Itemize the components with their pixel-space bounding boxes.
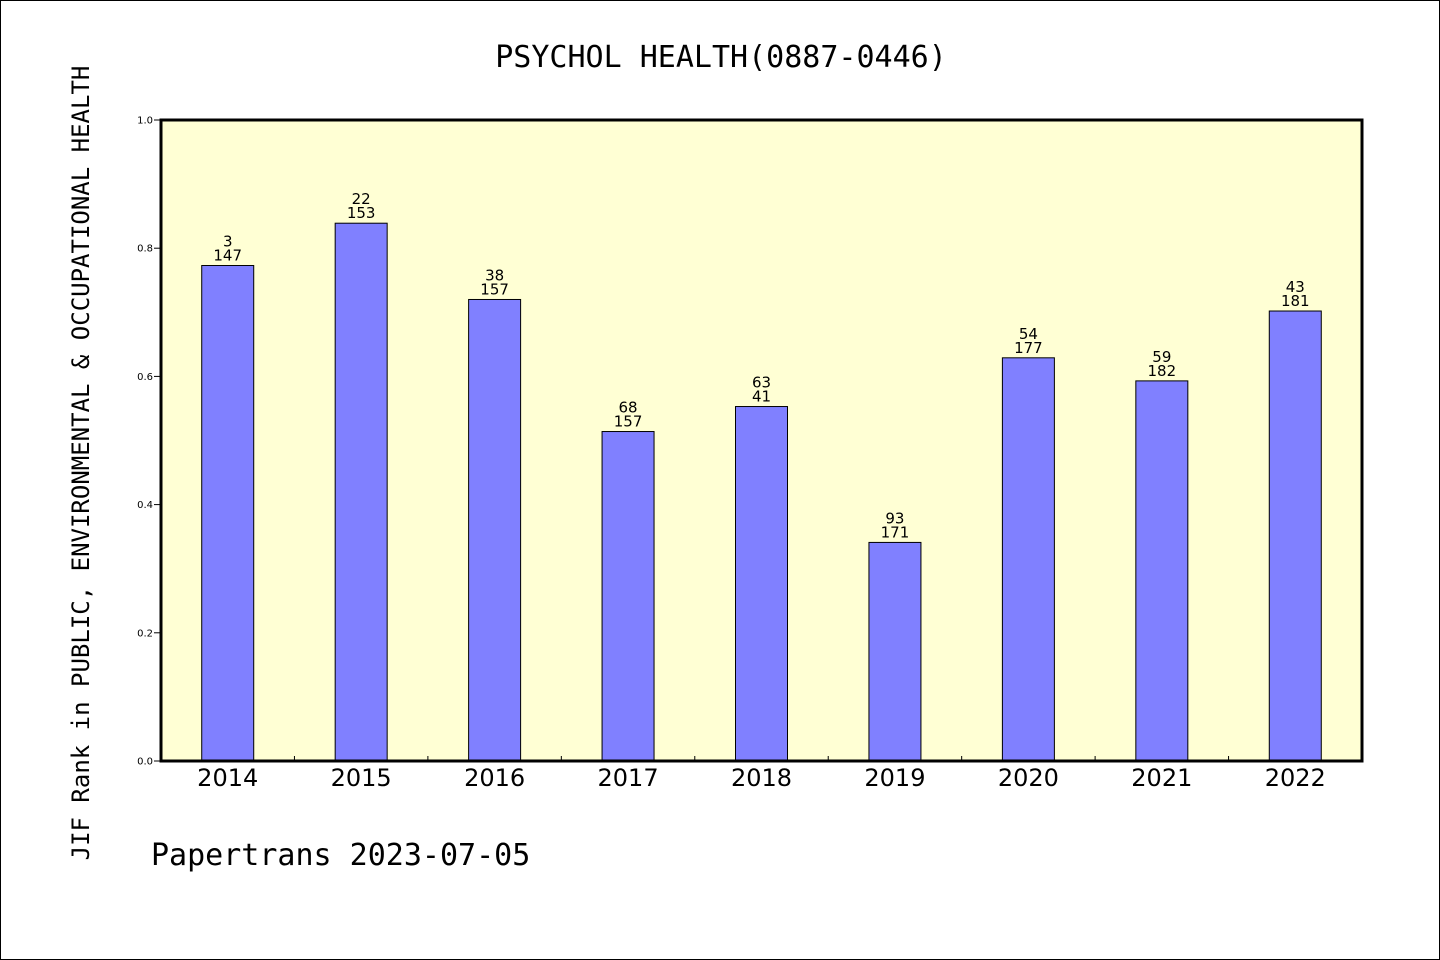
bar (1001, 357, 1055, 762)
bar-total-label: 181 (1281, 292, 1310, 310)
x-tick-label: 2020 (998, 764, 1059, 792)
chart-title: PSYCHOL HEALTH(0887-0446) (495, 40, 947, 75)
bar (1268, 310, 1322, 762)
bar (334, 222, 388, 762)
x-tick-label: 2016 (464, 764, 525, 792)
y-tick-label: 1.0 (137, 116, 153, 127)
bar-rank-label: 63 (752, 374, 771, 392)
bar-total-label: 153 (347, 204, 376, 222)
bar (1135, 380, 1189, 762)
bar-rank-label: 38 (485, 266, 504, 284)
footer-credit: Papertrans 2023-07-05 (151, 838, 530, 873)
bar-rank-label: 68 (619, 399, 638, 417)
y-tick-label: 0.0 (137, 757, 153, 768)
bar-rank-label: 59 (1152, 348, 1171, 366)
bar-total-label: 157 (614, 413, 643, 431)
bar (601, 431, 655, 762)
bar-total-label: 41 (752, 388, 771, 406)
x-tick-label: 2018 (731, 764, 792, 792)
bar-total-label: 157 (480, 280, 509, 298)
y-tick-label: 0.8 (137, 244, 153, 255)
y-tick-label: 0.6 (137, 372, 153, 383)
x-tick-label: 2021 (1131, 764, 1192, 792)
plot-area: 0.00.20.40.60.81.03147201422153201538157… (137, 116, 1364, 792)
x-tick-label: 2022 (1265, 764, 1326, 792)
bar-total-label: 147 (213, 247, 242, 265)
bar-total-label: 182 (1148, 362, 1177, 380)
bar-rank-label: 3 (223, 233, 233, 251)
x-tick-label: 2014 (197, 764, 258, 792)
bar (735, 406, 788, 762)
bar (468, 298, 522, 762)
bar-rank-label: 22 (352, 190, 371, 208)
bar (868, 541, 922, 762)
bar-rank-label: 93 (885, 509, 904, 527)
x-tick-label: 2019 (864, 764, 925, 792)
plot-frame (159, 118, 1364, 763)
bar-total-label: 177 (1014, 339, 1043, 357)
y-tick-label: 0.4 (137, 500, 153, 511)
y-tick-label: 0.2 (137, 628, 153, 639)
bar-total-label: 171 (881, 523, 910, 541)
y-axis-label: JIF Rank in PUBLIC, ENVIRONMENTAL & OCCU… (67, 66, 95, 861)
x-tick-label: 2017 (598, 764, 659, 792)
x-tick-label: 2015 (331, 764, 392, 792)
bar-rank-label: 54 (1019, 325, 1038, 343)
bar (201, 265, 255, 762)
bar-rank-label: 43 (1286, 278, 1305, 296)
